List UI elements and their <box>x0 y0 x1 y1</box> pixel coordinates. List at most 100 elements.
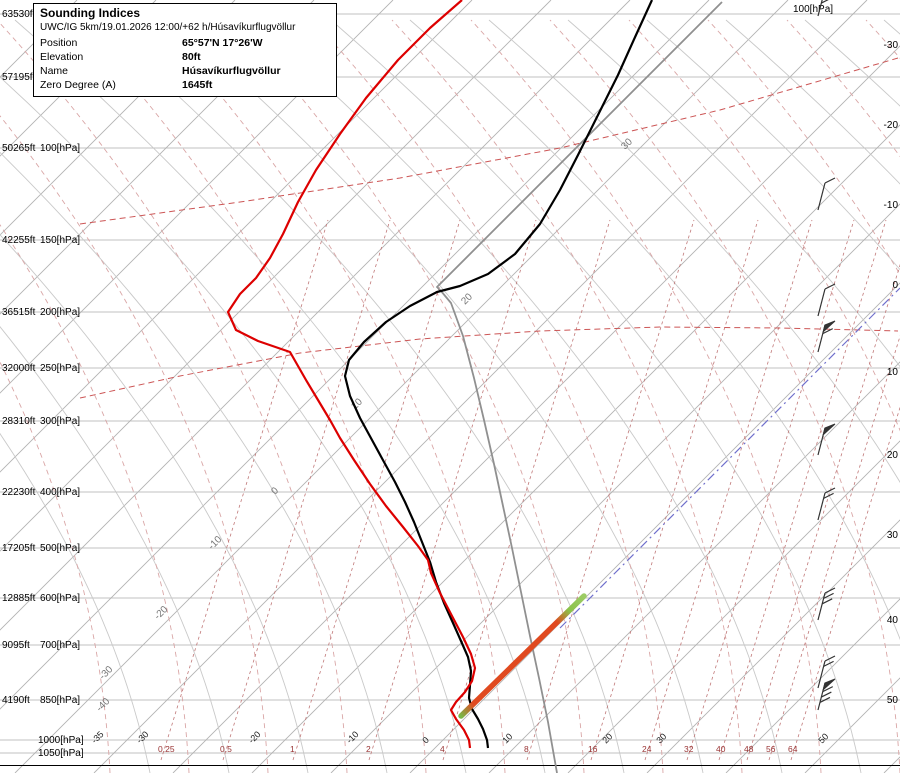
dry-adiabat-line <box>646 19 900 271</box>
moist-adiabat-line <box>628 19 900 432</box>
isotherm-line <box>14 0 789 773</box>
pressure-label: 150[hPa] <box>40 235 80 246</box>
info-value: Húsavíkurflugvöllur <box>182 65 281 77</box>
temperature-label: -20 <box>246 729 262 745</box>
mixing-ratio-line <box>590 219 759 761</box>
isotherm-line <box>567 440 900 773</box>
moist-adiabat-line <box>312 19 664 773</box>
mixing-ratio-label: 16 <box>588 744 598 754</box>
pressure-label: 1000[hPa] <box>38 735 84 746</box>
wind-barb <box>817 423 836 456</box>
altitude-label: 63530ft <box>2 9 36 20</box>
dashed-red-reference-line <box>79 57 899 225</box>
isotherm-line <box>0 0 315 315</box>
moist-adiabat-line <box>75 19 427 773</box>
barb-tick <box>821 0 829 4</box>
isotherm-line <box>725 598 900 773</box>
mixing-ratio-label: 48 <box>744 744 754 754</box>
info-label: Name <box>40 65 69 77</box>
moist-adiabat-line <box>0 115 269 773</box>
pressure-label: 100[hPa] <box>40 143 80 154</box>
temperature-curve <box>343 0 654 749</box>
pressure-label: 700[hPa] <box>40 640 80 651</box>
axis-labels: 63530ft 57195ft 50265ft 100[hPa] 42255ft 150[… <box>2 4 898 759</box>
info-row-zero-degree: Zero Degree (A) 1645ft <box>40 78 330 92</box>
moist-adiabat-line <box>0 224 190 773</box>
moist-adiabat-line <box>865 19 900 59</box>
info-row-name: Name Húsavíkurflugvöllur <box>40 64 330 78</box>
barb-tick <box>823 492 834 499</box>
altitude-label: 57195ft <box>2 72 36 83</box>
temperature-label: 0 <box>420 735 431 746</box>
mixing-ratio-label: 24 <box>642 744 652 754</box>
isotherm-line <box>0 0 78 78</box>
info-value: 65°57'N 17°26'W <box>182 37 263 49</box>
info-value: 1645ft <box>182 79 213 91</box>
pressure-label: 850[hPa] <box>40 695 80 706</box>
moist-adiabat-line <box>549 19 900 773</box>
info-row-position: Position 65°57'N 17°26'W <box>40 36 330 50</box>
altitude-label: 32000ft <box>2 363 36 374</box>
temperature-label: -10 <box>344 729 360 745</box>
temperature-label: 10 <box>887 367 899 378</box>
wind-barb <box>817 283 836 317</box>
moist-adiabat-line <box>0 22 348 773</box>
altitude-label: 28310ft <box>2 416 36 427</box>
dry-adiabat-line <box>0 433 151 773</box>
moist-adiabat-line <box>154 19 506 773</box>
mixing-ratio-line <box>292 219 461 761</box>
barb-flag <box>822 423 836 437</box>
dry-adiabat-line <box>0 234 309 773</box>
wind-barb <box>817 487 836 521</box>
dry-adiabat-line <box>725 19 900 185</box>
temperature-label: 20 <box>459 291 475 307</box>
parcel-curve <box>436 1 723 773</box>
mixing-ratio-label: 56 <box>766 744 776 754</box>
info-label: Elevation <box>40 51 84 63</box>
altitude-label: 42255ft <box>2 235 36 246</box>
pressure-label: 600[hPa] <box>40 593 80 604</box>
mixing-ratio-line <box>160 219 329 761</box>
pressure-label: 1050[hPa] <box>38 748 84 759</box>
info-value: 80ft <box>182 51 201 63</box>
temperature-label: 20 <box>600 731 614 745</box>
temperature-label: -35 <box>89 729 105 745</box>
barb-flag <box>822 320 836 334</box>
temperature-label: -30 <box>134 729 150 745</box>
mixing-ratio-label: 40 <box>716 744 726 754</box>
pressure-label: 100[hPa] <box>793 4 833 15</box>
dry-adiabat-line <box>0 76 467 773</box>
barb-tick <box>821 691 832 698</box>
pressure-label: 500[hPa] <box>40 543 80 554</box>
moist-adiabat-line <box>233 19 585 773</box>
mixing-ratio-line <box>368 219 537 761</box>
temperature-label: 30 <box>654 731 668 745</box>
mixing-ratio-label: 0.5 <box>220 744 232 754</box>
mixing-ratio-label: 32 <box>684 744 694 754</box>
temperature-label: -40 <box>94 696 112 714</box>
dry-adiabat-line <box>14 19 546 773</box>
isotherm-line <box>0 0 157 157</box>
info-label: Zero Degree (A) <box>40 79 116 91</box>
isobar-lines <box>0 13 900 754</box>
isotherm-line <box>804 677 900 773</box>
barb-tick <box>824 487 836 494</box>
mixing-ratio-line <box>768 335 900 761</box>
mixing-ratio-label: 0.25 <box>158 744 175 754</box>
altitude-label: 50265ft <box>2 143 36 154</box>
mixing-ratio-label: 2 <box>366 744 371 754</box>
temperature-label: -10 <box>206 534 224 552</box>
wind-barb <box>817 655 836 689</box>
barb-shaft <box>817 592 826 621</box>
wind-barb <box>817 0 829 17</box>
altitude-label: 36515ft <box>2 307 36 318</box>
temperature-label: -30 <box>97 664 115 682</box>
sounding-info-box: Sounding Indices UWC/IG 5km/19.01.2026 1… <box>33 3 337 97</box>
dry-adiabat-line <box>409 19 900 641</box>
temperature-label: 0 <box>892 280 898 291</box>
pressure-label: 250[hPa] <box>40 363 80 374</box>
dewpoint-curve <box>226 0 477 749</box>
temperature-label: -10 <box>884 200 899 211</box>
